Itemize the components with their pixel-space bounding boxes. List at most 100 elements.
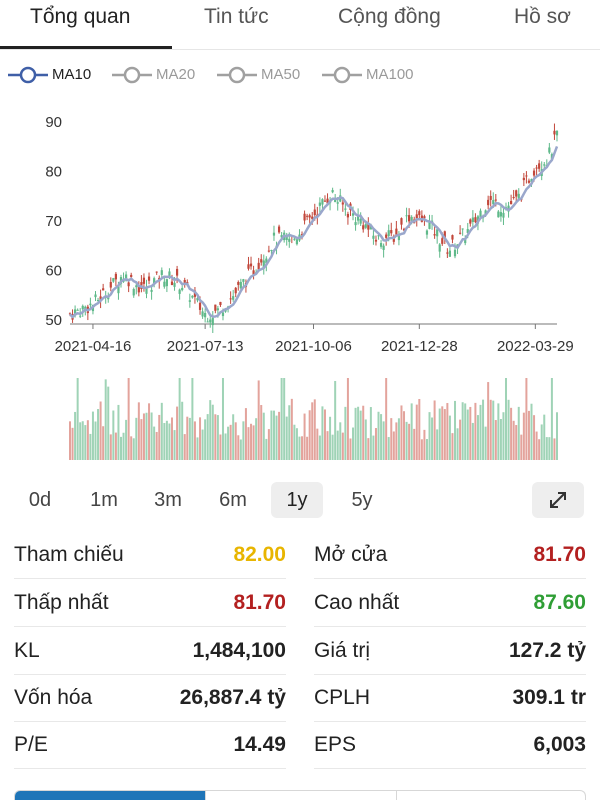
volume-bar	[372, 435, 375, 460]
timeframe-5y[interactable]: 5y	[351, 489, 373, 511]
price-chart[interactable]: 90 80 70 60 50 2021-04-16 2021-07-13 2021-10-06…	[0, 100, 600, 362]
volume-bar	[219, 434, 222, 460]
volume-bar	[247, 427, 250, 460]
tab-community[interactable]: Cộng đồng	[338, 5, 441, 28]
volume-bar	[469, 406, 472, 460]
timeframe-1m[interactable]: 1m	[90, 489, 118, 511]
candle-body	[535, 167, 538, 169]
candle-body	[117, 286, 120, 294]
candle-body	[459, 232, 462, 234]
volume-bar	[400, 405, 403, 460]
tab-news[interactable]: Tin tức	[204, 5, 269, 28]
stats-row: Thấp nhất 81.70 Cao nhất 87.60	[0, 580, 600, 627]
timeframe-1y[interactable]: 1y	[271, 482, 323, 518]
legend-ma50-label: MA50	[261, 66, 301, 83]
candle-body	[344, 208, 347, 210]
volume-bar	[313, 399, 316, 460]
volume-bar	[267, 429, 270, 460]
volume-bar	[232, 414, 235, 460]
candle-body	[214, 304, 217, 311]
legend-ma20[interactable]: MA20	[112, 58, 212, 92]
volume-bar	[270, 410, 273, 460]
volume-bar	[178, 378, 181, 460]
candle-body	[68, 313, 72, 315]
candle-body	[392, 236, 395, 242]
candle-body	[252, 270, 255, 275]
segment-selected[interactable]	[15, 791, 205, 800]
stat-value: 26,887.4 tỷ	[179, 686, 286, 709]
volume-bar	[89, 433, 92, 460]
legend-ma10[interactable]: MA10	[8, 58, 108, 92]
candle-body	[489, 195, 492, 200]
volume-bar	[413, 428, 416, 460]
tab-profile[interactable]: Hồ sơ	[514, 5, 571, 28]
candle-body	[280, 235, 283, 238]
candle-body	[464, 239, 467, 244]
volume-bar	[298, 436, 301, 460]
volume-bar	[176, 406, 179, 460]
volume-bar	[367, 438, 370, 460]
candle-body	[198, 302, 202, 310]
timeframe-3m[interactable]: 3m	[154, 489, 182, 511]
candle-body	[441, 238, 444, 244]
legend-ma10-icon	[8, 66, 48, 84]
candle-body	[306, 215, 309, 217]
candle-body	[232, 296, 235, 300]
volume-bar	[173, 430, 176, 460]
volume-bar	[362, 405, 365, 460]
volume-bar	[545, 437, 548, 460]
legend-ma100[interactable]: MA100	[322, 58, 432, 92]
volume-bar	[193, 421, 196, 460]
candle-body	[321, 199, 324, 205]
volume-bar	[165, 420, 168, 460]
volume-bar	[329, 416, 332, 460]
bottom-segmented-control[interactable]	[14, 790, 586, 800]
volume-bar	[456, 428, 459, 460]
volume-bar	[163, 423, 166, 460]
volume-bar	[145, 412, 148, 460]
candle-body	[204, 312, 207, 318]
volume-bar	[321, 406, 324, 460]
volume-bar	[489, 399, 492, 460]
volume-bar	[239, 439, 242, 460]
volume-bar	[466, 409, 469, 460]
candle-body	[377, 235, 380, 237]
volume-bar	[117, 404, 120, 460]
volume-bar	[158, 414, 161, 460]
timeframe-selector: 0d 1m 3m 6m 1y 5y	[0, 478, 600, 522]
volume-bar	[482, 399, 485, 460]
volume-bar	[448, 415, 451, 460]
volume-bar	[336, 430, 339, 460]
volume-bar	[84, 425, 87, 460]
candle-body	[191, 295, 194, 298]
tab-overview[interactable]: Tổng quan	[30, 5, 131, 28]
candle-body	[433, 234, 436, 236]
volume-bar	[308, 410, 311, 460]
volume-bar	[74, 411, 77, 460]
volume-bar	[140, 419, 143, 460]
volume-bar	[476, 415, 479, 460]
legend-ma10-label: MA10	[52, 66, 92, 83]
volume-bar	[81, 421, 84, 460]
legend-ma50[interactable]: MA50	[217, 58, 317, 92]
volume-bar	[459, 419, 462, 460]
timeframe-6m[interactable]: 6m	[219, 489, 247, 511]
candle-body	[331, 190, 334, 193]
volume-bar	[278, 411, 281, 460]
volume-bar	[285, 416, 288, 460]
timeframe-0d[interactable]: 0d	[28, 489, 52, 511]
volume-bar	[408, 423, 411, 460]
volume-bar	[196, 437, 199, 460]
candle-body	[265, 258, 268, 264]
volume-bar	[160, 402, 163, 460]
volume-bar	[244, 408, 247, 460]
volume-bar	[216, 415, 219, 460]
candle-body	[81, 305, 84, 310]
volume-bar	[517, 406, 520, 460]
volume-bar	[522, 412, 525, 460]
candle-body	[221, 312, 225, 317]
volume-bar	[494, 420, 497, 460]
volume-bar	[464, 403, 467, 460]
candle-body	[341, 202, 344, 205]
fullscreen-button[interactable]	[532, 482, 584, 518]
